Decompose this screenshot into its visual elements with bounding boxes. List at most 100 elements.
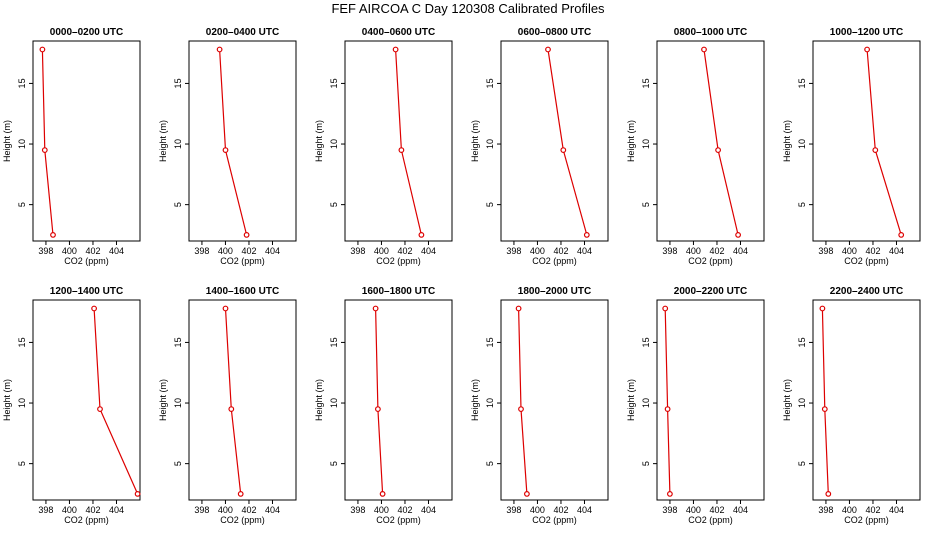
panel-11-title: 2000–2200 UTC — [674, 286, 747, 297]
panel-11-frame — [656, 299, 765, 501]
panel-11: 2000–2200 UTC 398 400 402 404 5 10 15 CO2 (ppm) H… — [626, 286, 765, 525]
panel-9: 1600–1800 UTC 398 400 402 404 5 10 15 CO2 (ppm) H… — [314, 286, 453, 525]
panel-10-ylabel: Height (m) — [470, 379, 480, 421]
panel-7-xtick-label: 402 — [85, 505, 100, 515]
panel-9-xtick-label: 400 — [374, 505, 389, 515]
panel-1-profile-point — [50, 231, 56, 238]
panel-10-ytick-label: 5 — [485, 461, 495, 466]
panel-1-title: 0000–0200 UTC — [50, 27, 123, 38]
panel-4-profile-point — [545, 46, 551, 53]
panel-8: 1400–1600 UTC 398 400 402 404 5 10 15 CO2 (ppm) H… — [158, 286, 297, 525]
panel-5-frame — [656, 40, 765, 242]
panel-12-profile-line — [821, 308, 829, 494]
panel-12-ytick-label: 5 — [797, 461, 807, 466]
panel-7-profile-point — [134, 491, 141, 497]
panel-4-xtick-label: 402 — [553, 246, 568, 256]
panel-11-xtick-label: 398 — [662, 505, 677, 515]
panel-5-ytick-label: 5 — [641, 202, 651, 207]
panel-9-profile-point — [372, 305, 379, 312]
panel-5-title: 0800–1000 UTC — [674, 27, 747, 38]
panel-5-profile-point — [701, 46, 707, 53]
panel-10-xtick-label: 404 — [577, 505, 592, 515]
panel-4-xtick-label: 404 — [577, 246, 592, 256]
panel-7-title: 1200–1400 UTC — [50, 286, 123, 297]
panel-6-ytick-label: 10 — [797, 139, 807, 149]
panel-1-xtick-label: 400 — [62, 246, 77, 256]
panel-3-xtick-label: 400 — [374, 246, 389, 256]
panel-7: 1200–1400 UTC 398 400 402 404 5 10 15 CO2 (ppm) H… — [2, 286, 141, 525]
figure-title: FEF AIRCOA C Day 120308 Calibrated Profi… — [331, 1, 605, 16]
panel-5-xtick-label: 404 — [733, 246, 748, 256]
panel-11-xtick-label: 400 — [686, 505, 701, 515]
panel-6-xtick-label: 398 — [818, 246, 833, 256]
panel-2: 0200–0400 UTC 398 400 402 404 5 10 15 CO2 (ppm) H… — [158, 27, 297, 266]
panel-11-xtick-label: 404 — [733, 505, 748, 515]
panel-9-profile-line — [375, 308, 384, 494]
panel-9-xtick-label: 404 — [421, 505, 436, 515]
panel-10-frame — [500, 299, 609, 501]
panel-7-frame — [32, 299, 141, 501]
panel-1-xtick-label: 402 — [85, 246, 100, 256]
panel-3-frame — [344, 40, 453, 242]
panel-1-xtick-label: 398 — [38, 246, 53, 256]
panel-8-profile-point — [228, 406, 235, 413]
panel-2-profile-point — [222, 147, 229, 154]
panel-8-ytick-label: 15 — [173, 337, 183, 347]
panel-6-xlabel: CO2 (ppm) — [844, 256, 889, 266]
panel-8-profile-line — [224, 308, 242, 494]
panel-9-ytick-label: 10 — [329, 398, 339, 408]
panel-3-xtick-label: 404 — [421, 246, 436, 256]
panel-1-frame — [32, 40, 141, 242]
panel-10-xtick-label: 398 — [506, 505, 521, 515]
panel-4-frame — [500, 40, 609, 242]
panel-9-ytick-label: 15 — [329, 337, 339, 347]
panel-7-ytick-label: 5 — [17, 461, 27, 466]
panel-4-profile-line — [547, 49, 588, 236]
panel-12-xtick-label: 398 — [818, 505, 833, 515]
panel-10-xlabel: CO2 (ppm) — [532, 515, 577, 525]
panel-8-xtick-label: 404 — [265, 505, 280, 515]
panel-12-xtick-label: 404 — [889, 505, 904, 515]
panel-2-ytick-label: 15 — [173, 78, 183, 88]
panel-6-frame — [812, 40, 921, 242]
panel-6-xtick-label: 402 — [865, 246, 880, 256]
panel-5-xlabel: CO2 (ppm) — [688, 256, 733, 266]
panel-6-profile-line — [866, 49, 902, 236]
panel-10-profile-line — [518, 308, 528, 494]
panel-11-profile-point — [662, 305, 669, 312]
panel-8-ytick-label: 5 — [173, 461, 183, 466]
panel-8-frame — [188, 299, 297, 501]
panel-1-ytick-label: 5 — [17, 202, 27, 207]
panel-12-xlabel: CO2 (ppm) — [844, 515, 889, 525]
panel-1-xtick-label: 404 — [109, 246, 124, 256]
panel-9-frame — [344, 299, 453, 501]
panel-8-xtick-label: 400 — [218, 505, 233, 515]
panel-12-title: 2200–2400 UTC — [830, 286, 903, 297]
panel-8-ytick-label: 10 — [173, 398, 183, 408]
panel-10-profile-point — [524, 491, 530, 497]
panel-11-profile-point — [664, 406, 671, 413]
panel-3-profile-point — [418, 231, 425, 238]
panel-8-title: 1400–1600 UTC — [206, 286, 279, 297]
panel-11-xtick-label: 402 — [709, 505, 724, 515]
panel-2-xtick-label: 404 — [265, 246, 280, 256]
panel-10-title: 1800–2000 UTC — [518, 286, 591, 297]
panel-7-ytick-label: 10 — [17, 398, 27, 408]
panel-6-ylabel: Height (m) — [782, 120, 792, 162]
panel-2-title: 0200–0400 UTC — [206, 27, 279, 38]
panel-4-profile-point — [583, 231, 590, 238]
panel-12-xtick-label: 400 — [842, 505, 857, 515]
panel-7-xtick-label: 398 — [38, 505, 53, 515]
panel-6-xtick-label: 400 — [842, 246, 857, 256]
panel-9-xlabel: CO2 (ppm) — [376, 515, 421, 525]
panel-5-profile-point — [715, 147, 721, 154]
panel-11-ytick-label: 15 — [641, 337, 651, 347]
panel-12-ylabel: Height (m) — [782, 379, 792, 421]
panel-5-ylabel: Height (m) — [626, 120, 636, 162]
panel-5-xtick-label: 398 — [662, 246, 677, 256]
panel-2-xtick-label: 398 — [194, 246, 209, 256]
panel-12-ytick-label: 15 — [797, 337, 807, 347]
panel-3-profile-point — [392, 46, 399, 53]
